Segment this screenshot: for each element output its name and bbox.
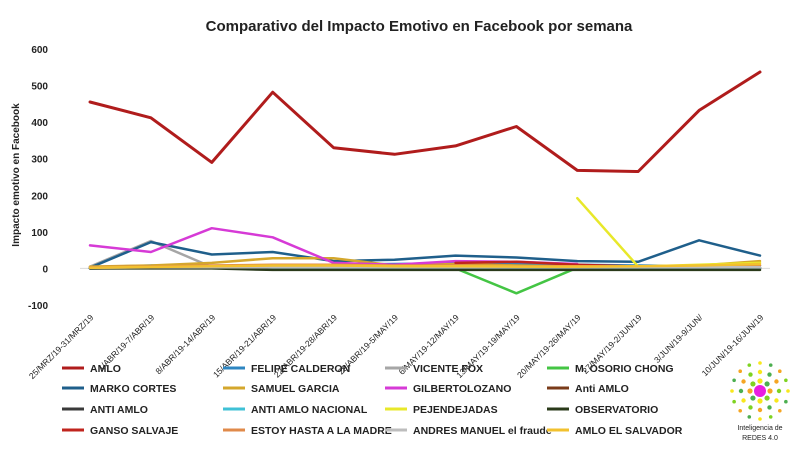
logo-dot — [767, 405, 772, 410]
legend-label: ANDRES MANUEL el fraude — [413, 425, 552, 437]
x-tick-label: 20/MAY/19-26/MAY/19 — [515, 312, 583, 380]
logo-dot — [738, 408, 743, 413]
redes-logo: Inteligencia de REDES 4.0 — [730, 361, 790, 442]
legend-label: VICENTE FOX — [413, 363, 483, 375]
series-lines — [88, 70, 762, 295]
logo-dot — [767, 372, 772, 377]
legend-label: MARKO CORTES — [90, 383, 176, 395]
x-tick-label: 8/ABR/19-14/ABR/19 — [153, 312, 217, 376]
logo-dot — [750, 381, 756, 387]
logo-line1: Inteligencia de — [737, 425, 782, 432]
y-tick-label: -100 — [28, 301, 48, 312]
legend-label: ANTI AMLO — [90, 404, 148, 416]
y-tick-label: 0 — [42, 264, 48, 275]
y-tick-label: 300 — [31, 155, 48, 166]
logo-dot — [738, 388, 744, 394]
logo-dot — [768, 415, 773, 419]
legend-label: AMLO — [90, 363, 121, 375]
logo-dot — [767, 388, 773, 394]
logo-dot — [758, 417, 762, 421]
legend-label: SAMUEL GARCIA — [251, 383, 340, 395]
x-tick-label: 10/JUN/19-16/JUN/19 — [700, 312, 766, 378]
logo-center-dot — [754, 385, 766, 397]
y-axis: -100 0 100 200 300 400 500 600 — [28, 45, 48, 312]
y-tick-label: 400 — [31, 118, 48, 129]
logo-dot — [747, 415, 752, 419]
legend-label: OBSERVATORIO — [575, 404, 658, 416]
logo-dot — [777, 408, 782, 413]
legend-label: PEJENDEJADAS — [413, 404, 498, 416]
legend-label: Anti AMLO — [575, 383, 629, 395]
logo-dot — [774, 379, 779, 384]
series-line — [88, 239, 762, 269]
series-line — [454, 266, 579, 295]
logo-dot — [764, 395, 770, 401]
y-tick-label: 600 — [31, 45, 48, 56]
logo-dot — [786, 389, 790, 393]
y-axis-label: Impacto emotivo en Facebook — [11, 103, 22, 247]
chart-title: Comparativo del Impacto Emotivo en Faceb… — [206, 18, 633, 35]
legend-label: FELIPE CALDERON — [251, 363, 350, 375]
logo-dot — [757, 407, 763, 413]
logo-dot — [784, 378, 788, 383]
y-tick-label: 500 — [31, 82, 48, 93]
legend-label: ANTI AMLO NACIONAL — [251, 404, 368, 416]
logo-line2: REDES 4.0 — [742, 435, 778, 442]
logo-dot — [748, 405, 753, 410]
logo-dot — [764, 381, 770, 387]
logo-dot — [732, 399, 736, 404]
logo-dot — [776, 388, 782, 394]
x-tick-label: 3/JUN/19-9/JUN/ — [652, 312, 705, 365]
logo-dot — [732, 378, 736, 383]
y-tick-label: 100 — [31, 228, 48, 239]
logo-dot — [750, 395, 756, 401]
logo-dot — [738, 369, 743, 374]
logo-dot — [757, 398, 763, 404]
logo-dot — [758, 361, 762, 365]
logo-dot — [748, 372, 753, 377]
legend-label: ESTOY HASTA A LA MADRE — [251, 425, 392, 437]
logo-dot — [757, 378, 763, 384]
legend-label: AMLO EL SALVADOR — [575, 425, 683, 437]
logo-dot — [747, 388, 753, 394]
logo-dot — [757, 369, 763, 375]
logo-dot — [777, 369, 782, 374]
logo-dot — [730, 389, 734, 393]
logo-dot — [774, 398, 779, 403]
legend-label: M. OSORIO CHONG — [575, 363, 674, 375]
legend: AMLO FELIPE CALDERON VICENTE FOX M. OSORIO … — [62, 363, 683, 437]
logo-dot — [747, 363, 752, 367]
logo-dot — [741, 379, 746, 384]
series-line — [88, 70, 762, 173]
logo-dot — [784, 399, 788, 404]
legend-label: GILBERTOLOZANO — [413, 383, 511, 395]
x-tick-label: 25/MRZ/19-31/MRZ/19 — [27, 312, 96, 381]
legend-label: GANSO SALVAJE — [90, 425, 178, 437]
series-line — [88, 262, 762, 269]
logo-dot — [768, 363, 773, 367]
y-tick-label: 200 — [31, 191, 48, 202]
logo-dots-icon — [730, 361, 790, 421]
series-line — [576, 196, 762, 268]
logo-dot — [741, 398, 746, 403]
